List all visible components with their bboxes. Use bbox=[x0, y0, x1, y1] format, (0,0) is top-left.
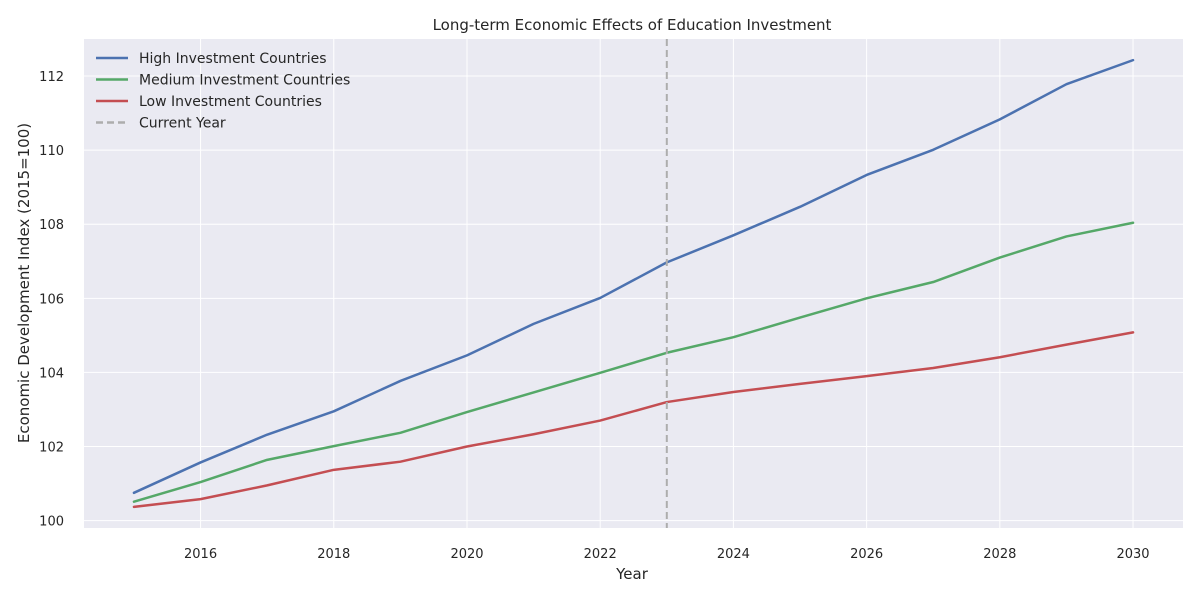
legend: High Investment Countries Medium Investme… bbox=[96, 51, 350, 132]
legend-item: Current Year bbox=[96, 116, 226, 132]
x-axis-ticks: 2016 2018 2020 2022 2024 2026 2028 2030 bbox=[184, 547, 1150, 562]
grid-lines bbox=[84, 39, 1183, 528]
y-tick-label: 100 bbox=[39, 515, 64, 530]
x-tick-label: 2024 bbox=[717, 547, 750, 562]
y-tick-label: 102 bbox=[39, 441, 64, 456]
y-tick-label: 112 bbox=[39, 70, 64, 85]
legend-label: High Investment Countries bbox=[139, 51, 327, 67]
x-axis-title: Year bbox=[615, 565, 649, 583]
series-line-medium-investment-countries bbox=[132, 221, 1135, 503]
x-tick-label: 2030 bbox=[1116, 547, 1149, 562]
series-line-low-investment-countries bbox=[132, 331, 1135, 509]
legend-label: Current Year bbox=[139, 116, 226, 132]
legend-item: Medium Investment Countries bbox=[96, 73, 350, 89]
chart-title: Long-term Economic Effects of Education … bbox=[433, 16, 832, 34]
x-tick-label: 2026 bbox=[850, 547, 883, 562]
x-tick-label: 2020 bbox=[450, 547, 483, 562]
y-tick-label: 108 bbox=[39, 218, 64, 233]
plot-background bbox=[84, 39, 1183, 528]
y-tick-label: 106 bbox=[39, 292, 64, 307]
y-axis-title: Economic Development Index (2015=100) bbox=[15, 123, 33, 443]
y-axis-ticks: 100 102 104 106 108 110 112 bbox=[39, 70, 64, 530]
series-lines bbox=[132, 58, 1135, 509]
legend-item: Low Investment Countries bbox=[96, 94, 322, 110]
x-tick-label: 2028 bbox=[983, 547, 1016, 562]
x-tick-label: 2016 bbox=[184, 547, 217, 562]
legend-label: Medium Investment Countries bbox=[139, 73, 350, 89]
x-tick-label: 2018 bbox=[317, 547, 350, 562]
y-tick-label: 110 bbox=[39, 144, 64, 159]
legend-item: High Investment Countries bbox=[96, 51, 327, 67]
x-tick-label: 2022 bbox=[584, 547, 617, 562]
series-line-high-investment-countries bbox=[132, 58, 1135, 495]
y-tick-label: 104 bbox=[39, 366, 64, 381]
legend-label: Low Investment Countries bbox=[139, 94, 322, 110]
